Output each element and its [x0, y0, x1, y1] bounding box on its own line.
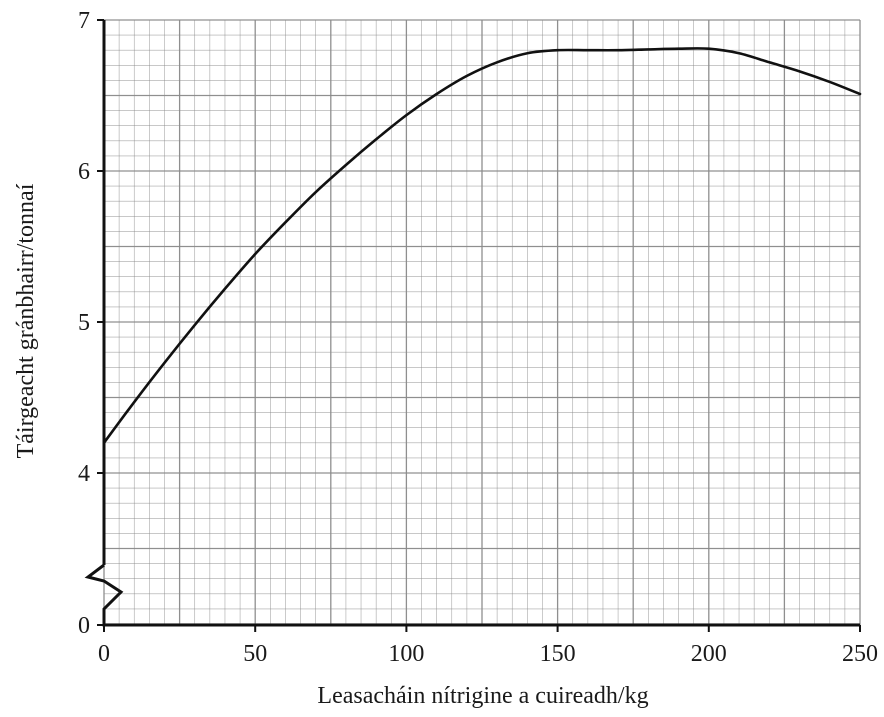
x-tick-label: 0	[98, 641, 110, 667]
x-tick-label: 100	[388, 641, 424, 667]
y-tick-label: 0	[78, 613, 90, 639]
x-tick-label: 150	[540, 641, 576, 667]
x-tick-label: 50	[243, 641, 267, 667]
series	[102, 47, 862, 445]
y-tick-label: 4	[78, 461, 90, 487]
axes	[84, 19, 861, 632]
x-tick-label: 200	[691, 641, 727, 667]
y-tick-label: 5	[78, 310, 90, 336]
y-axis-break	[84, 563, 124, 625]
x-tick-label: 250	[842, 641, 878, 667]
grid	[103, 19, 861, 625]
y-axis-label: Táirgeacht gránbhairr/tonnaí	[13, 183, 39, 458]
tick-labels: 0 50 100 150 200 250 0 4 5 6 7	[78, 8, 878, 667]
y-tick-label: 7	[78, 8, 90, 34]
series-line	[102, 47, 862, 445]
y-tick-label: 6	[78, 159, 90, 185]
x-axis-label: Leasacháin nítrigine a cuireadh/kg	[317, 683, 648, 709]
